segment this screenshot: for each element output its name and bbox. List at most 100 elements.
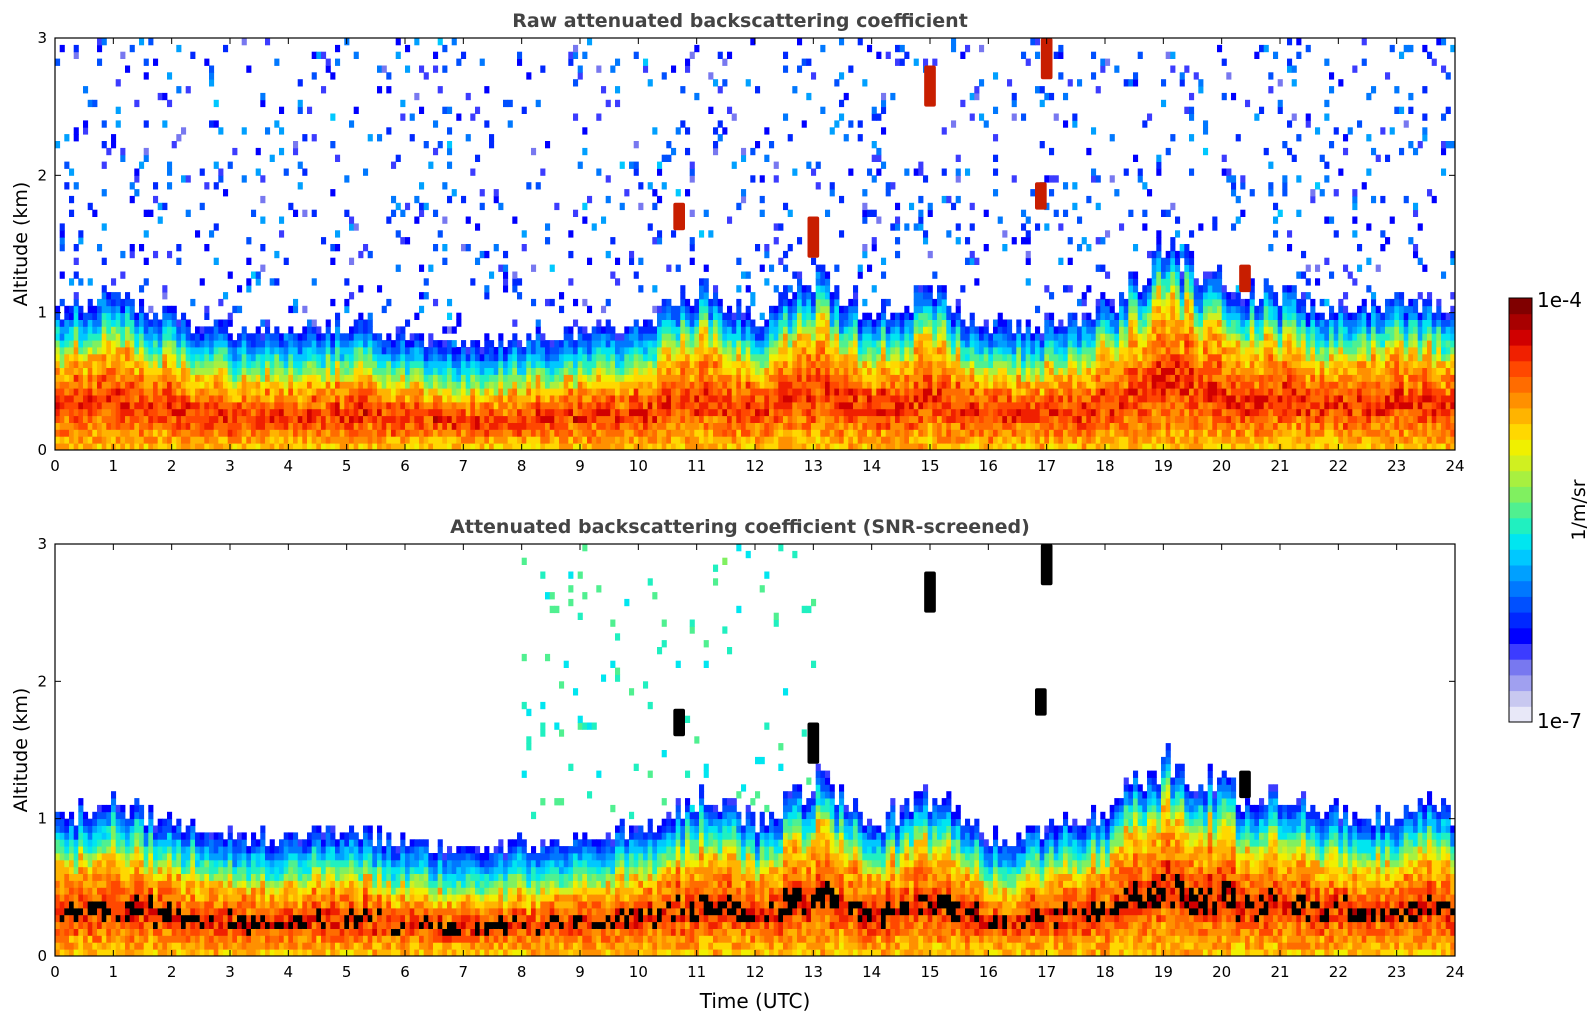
heatmap-cell: [498, 429, 504, 437]
heatmap-cell: [633, 395, 639, 403]
heatmap-cell: [927, 367, 933, 375]
heatmap-cell: [227, 340, 233, 348]
heatmap-cell: [797, 415, 803, 423]
heatmap-cell: [73, 367, 79, 375]
heatmap-cell: [965, 360, 971, 368]
heatmap-cell: [820, 298, 826, 307]
heatmap-cell: [143, 367, 149, 375]
heatmap-cell: [1049, 395, 1055, 403]
heatmap-cell: [311, 278, 317, 286]
heatmap-cell: [1049, 381, 1055, 389]
heatmap-cell: [619, 401, 625, 410]
heatmap-cell: [811, 305, 817, 314]
heatmap-cell: [456, 58, 462, 66]
heatmap-cell: [713, 408, 719, 417]
heatmap-cell: [675, 347, 681, 355]
heatmap-cell: [806, 401, 812, 410]
heatmap-cell: [624, 408, 630, 417]
heatmap-cell: [671, 429, 677, 437]
heatmap-cell: [909, 436, 915, 444]
heatmap-cell: [722, 353, 728, 362]
heatmap-cell: [255, 347, 261, 355]
heatmap-cell: [73, 51, 79, 59]
heatmap-cell: [913, 401, 919, 410]
heatmap-cell: [610, 271, 616, 279]
heatmap-cell: [899, 381, 905, 389]
heatmap-cell: [274, 443, 280, 451]
heatmap-cell: [694, 319, 700, 327]
heatmap-cell: [657, 443, 663, 451]
heatmap-cell: [181, 340, 187, 348]
heatmap-cell: [419, 422, 425, 430]
heatmap-cell: [526, 182, 532, 190]
heatmap-cell: [820, 312, 826, 320]
heatmap-cell: [675, 415, 681, 423]
heatmap-cell: [517, 367, 523, 375]
heatmap-cell: [549, 429, 555, 437]
heatmap-cell: [633, 401, 639, 410]
heatmap-cell: [115, 415, 121, 423]
heatmap-cell: [498, 264, 504, 272]
heatmap-cell: [237, 340, 243, 348]
heatmap-cell: [596, 333, 602, 341]
heatmap-cell: [377, 422, 383, 430]
heatmap-cell: [960, 333, 966, 341]
heatmap-cell: [988, 436, 994, 444]
heatmap-cell: [479, 353, 485, 362]
heatmap-cell: [367, 333, 373, 341]
heatmap-cell: [899, 422, 905, 430]
heatmap-cell: [512, 422, 518, 430]
heatmap-cell: [633, 271, 639, 279]
heatmap-cell: [666, 305, 672, 314]
heatmap-cell: [503, 415, 509, 423]
heatmap-cell: [512, 340, 518, 348]
heatmap-cell: [778, 333, 784, 341]
heatmap-cell: [255, 353, 261, 362]
heatmap-cell: [587, 340, 593, 348]
heatmap-cell: [605, 298, 611, 307]
heatmap-cell: [689, 353, 695, 362]
heatmap-cell: [386, 347, 392, 355]
heatmap-cell: [531, 360, 537, 368]
heatmap-cell: [601, 340, 607, 348]
heatmap-cell: [568, 388, 574, 396]
heatmap-cell: [722, 374, 728, 382]
heatmap-cell: [493, 388, 499, 396]
heatmap-cell: [1007, 374, 1013, 382]
heatmap-cell: [904, 340, 910, 348]
heatmap-cell: [377, 415, 383, 423]
heatmap-cell: [801, 395, 807, 403]
heatmap-cell: [918, 381, 924, 389]
heatmap-cell: [111, 395, 117, 403]
heatmap-cell: [409, 422, 415, 430]
heatmap-cell: [881, 92, 887, 101]
heatmap-cell: [946, 326, 952, 334]
heatmap-cell: [209, 436, 215, 444]
heatmap-cell: [573, 388, 579, 396]
heatmap-cell: [923, 58, 929, 66]
heatmap-cell: [1002, 319, 1008, 327]
heatmap-cell: [503, 436, 509, 444]
heatmap-cell: [190, 415, 196, 423]
heatmap-cell: [769, 360, 775, 368]
heatmap-cell: [657, 415, 663, 423]
heatmap-cell: [736, 319, 742, 327]
heatmap-cell: [969, 347, 975, 355]
heatmap-cell: [531, 388, 537, 396]
heatmap-cell: [241, 175, 247, 183]
heatmap-cell: [1035, 38, 1041, 46]
heatmap-cell: [913, 285, 919, 293]
heatmap-cell: [811, 312, 817, 320]
heatmap-cell: [619, 374, 625, 382]
heatmap-cell: [801, 415, 807, 423]
heatmap-cell: [811, 408, 817, 417]
heatmap-cell: [1030, 38, 1036, 46]
heatmap-cell: [83, 415, 89, 423]
heatmap-cell: [689, 443, 695, 451]
heatmap-cell: [685, 189, 691, 197]
heatmap-cell: [563, 395, 569, 403]
heatmap-cell: [680, 415, 686, 423]
heatmap-cell: [283, 353, 289, 362]
heatmap-cell: [722, 360, 728, 368]
heatmap-cell: [423, 415, 429, 423]
